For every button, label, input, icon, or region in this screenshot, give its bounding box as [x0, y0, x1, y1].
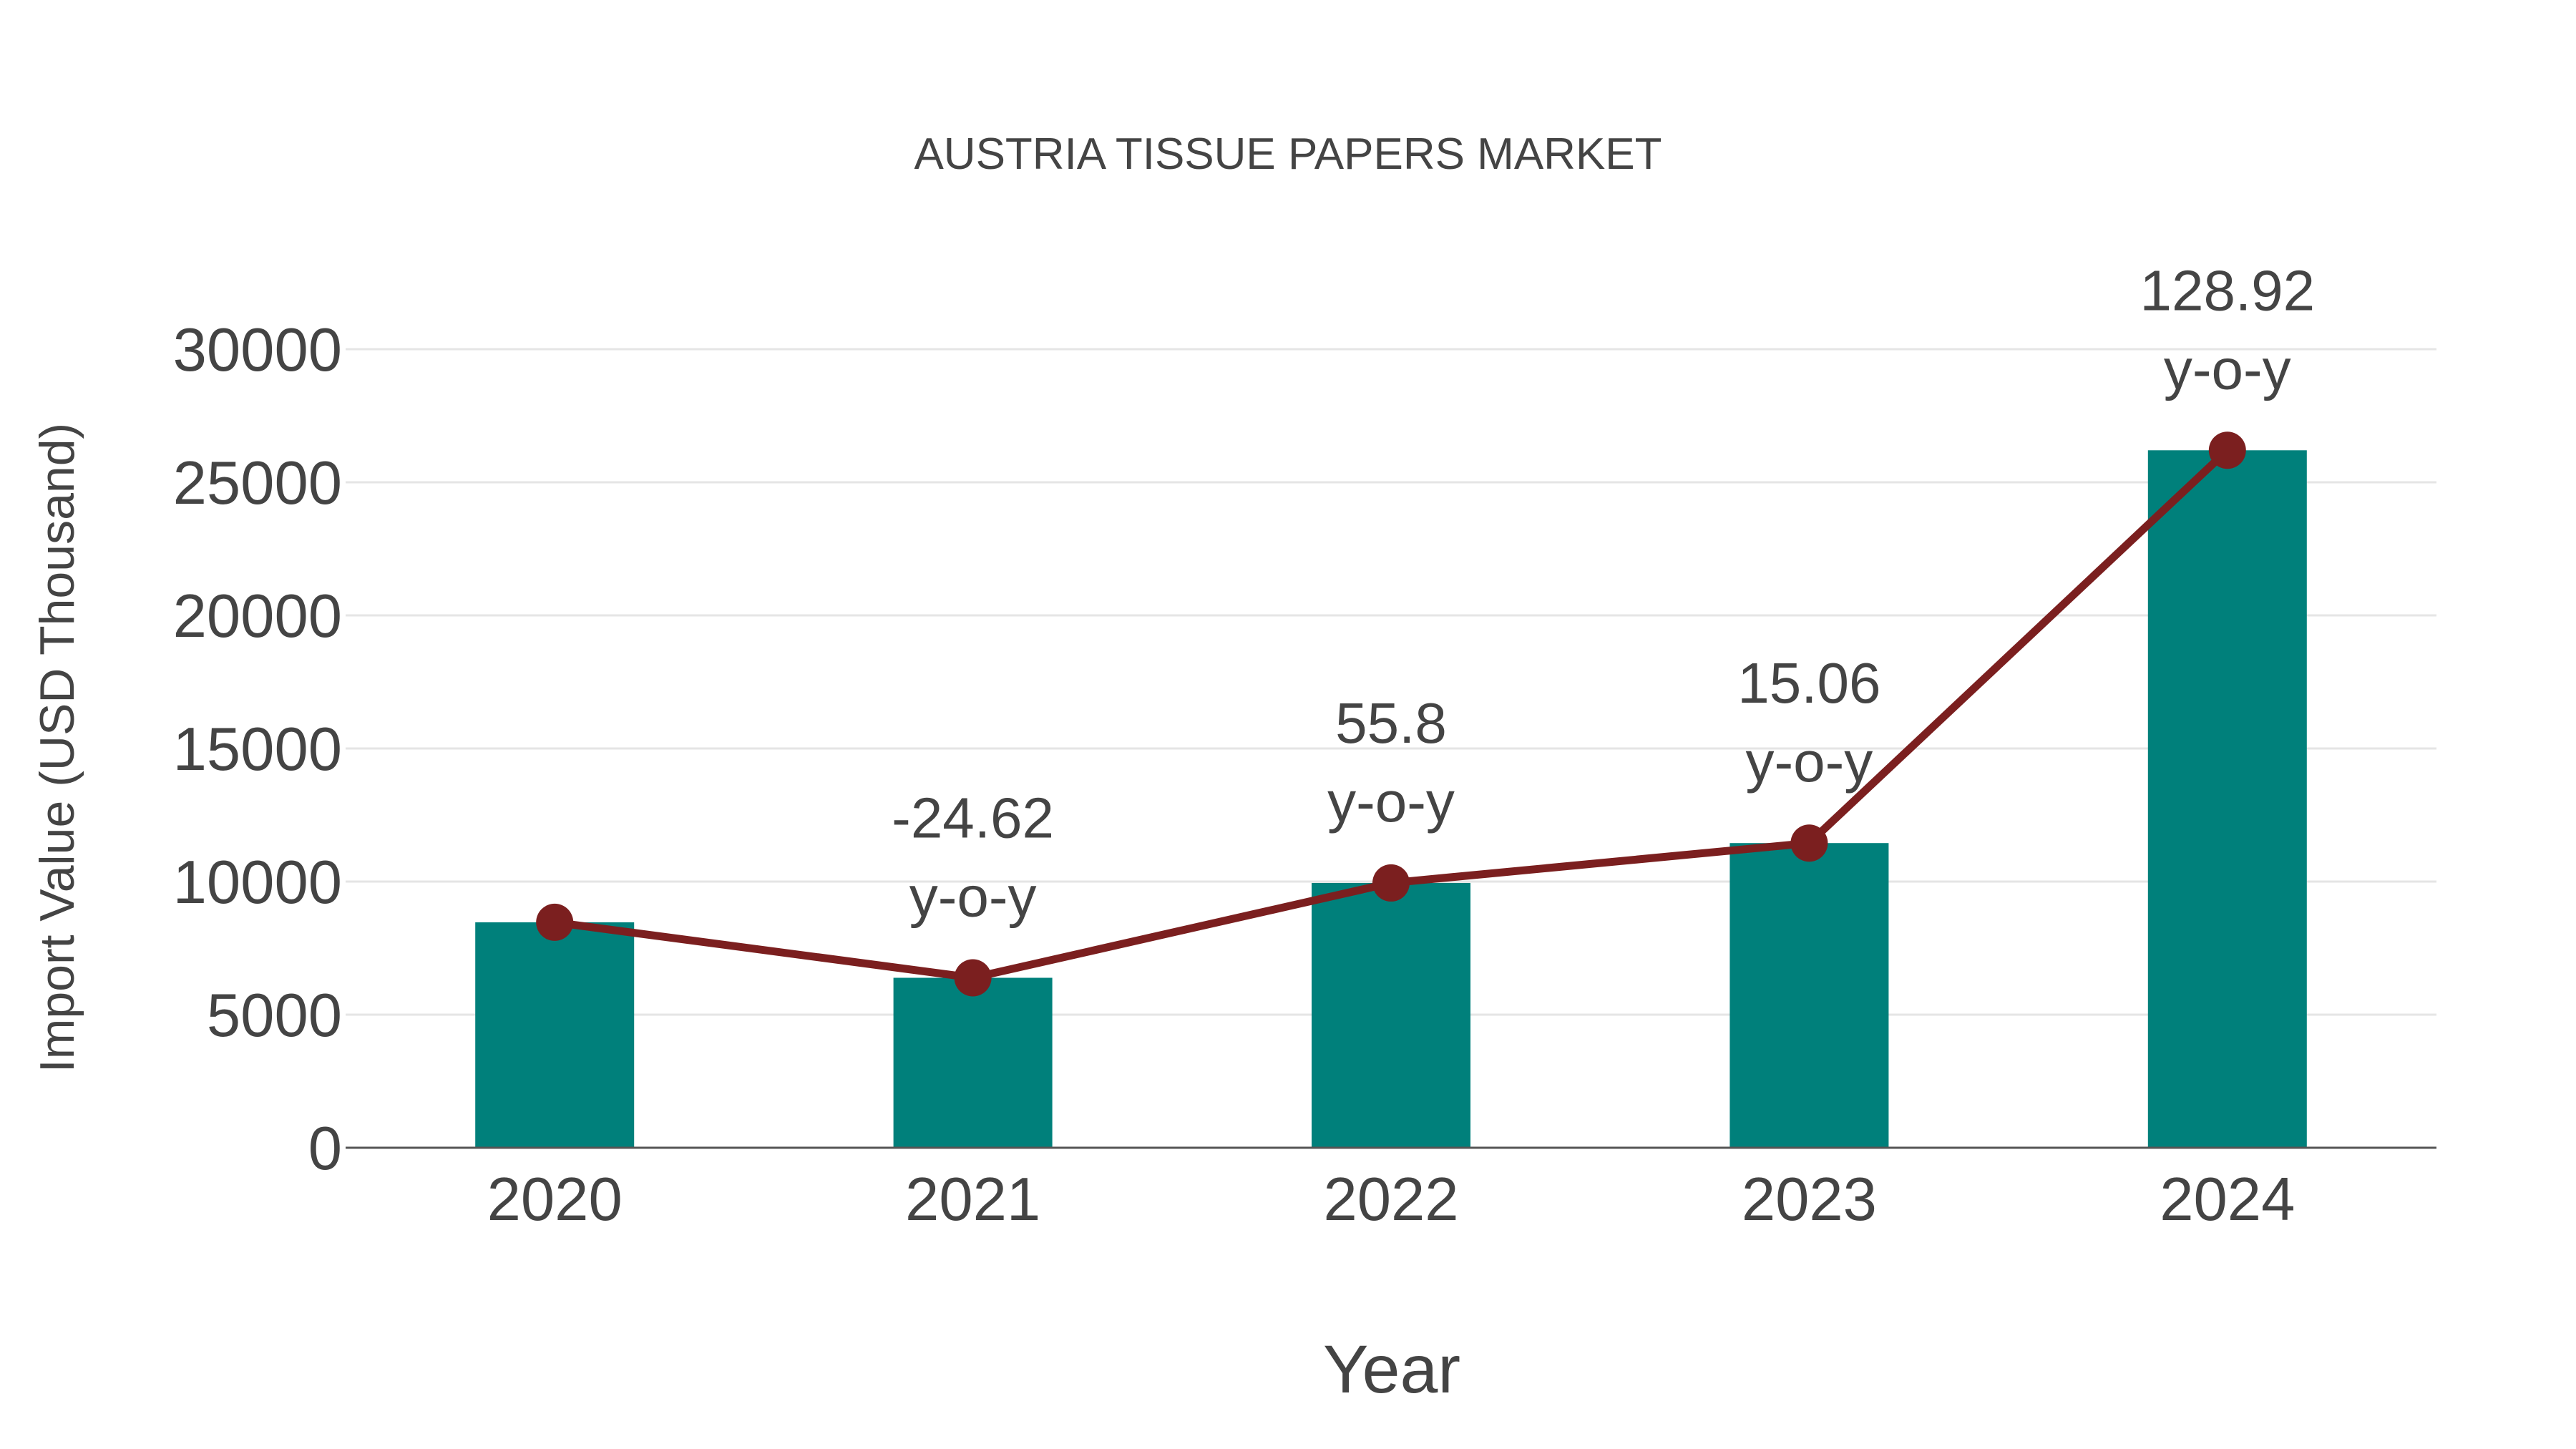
yoy-value-label: 55.8: [1335, 691, 1447, 755]
bar-2024[interactable]: [2147, 450, 2307, 1148]
bar-2023[interactable]: [1729, 843, 1889, 1148]
y-tick-label: 30000: [173, 316, 342, 384]
y-axis-ticks: 0 5000 10000 15000 20000 25000 30000: [173, 316, 342, 1183]
yoy-suffix-label: y-o-y: [1327, 770, 1455, 834]
yoy-suffix-label: y-o-y: [909, 864, 1037, 928]
y-tick-label: 5000: [207, 982, 342, 1050]
yoy-value-label: 15.06: [1737, 651, 1880, 715]
chart-title: AUSTRIA TISSUE PAPERS MARKET: [914, 130, 1662, 179]
x-tick-label: 2023: [1742, 1166, 1877, 1234]
bar-2020[interactable]: [475, 922, 635, 1148]
line-marker-2024[interactable]: [2208, 431, 2246, 469]
x-axis-title: Year: [1323, 1332, 1460, 1407]
line-series: [536, 431, 2246, 997]
yoy-value-label: 128.92: [2140, 258, 2315, 322]
x-tick-label: 2024: [2160, 1166, 2295, 1234]
y-tick-label: 25000: [173, 449, 342, 517]
x-tick-label: 2020: [487, 1166, 623, 1234]
bar-2021[interactable]: [893, 977, 1053, 1148]
x-tick-label: 2021: [905, 1166, 1040, 1234]
y-tick-label: 10000: [173, 849, 342, 917]
x-axis-ticks: 2020 2021 2022 2023 2024: [487, 1166, 2296, 1234]
x-tick-label: 2022: [1323, 1166, 1458, 1234]
y-tick-label: 20000: [173, 582, 342, 650]
line-marker-2023[interactable]: [1790, 824, 1828, 862]
yoy-suffix-label: y-o-y: [1746, 730, 1873, 794]
y-tick-label: 0: [308, 1115, 342, 1183]
line-marker-2021[interactable]: [954, 959, 992, 997]
y-tick-label: 15000: [173, 716, 342, 784]
yoy-suffix-label: y-o-y: [2164, 337, 2291, 401]
bar-2022[interactable]: [1312, 882, 1470, 1148]
line-marker-2022[interactable]: [1372, 864, 1410, 902]
yoy-annotations: -24.62 y-o-y 55.8 y-o-y 15.06 y-o-y 128.92 y-o-…: [892, 258, 2315, 928]
yoy-value-label: -24.62: [892, 786, 1054, 849]
bar-series: [475, 450, 2307, 1148]
line-marker-2020[interactable]: [536, 903, 574, 941]
